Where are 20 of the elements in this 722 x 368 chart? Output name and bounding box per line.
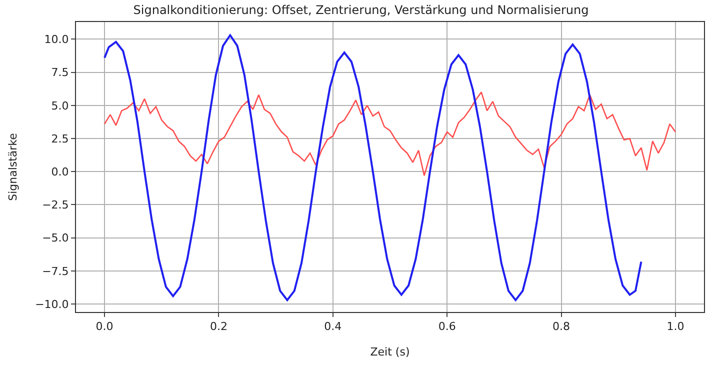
x-tick-label: 1.0	[666, 320, 684, 334]
x-tick-label: 0.6	[438, 320, 456, 334]
y-tick-label: 7.5	[51, 66, 69, 80]
y-tick-label: −2.5	[42, 198, 69, 212]
x-tick-label: 0.0	[96, 320, 114, 334]
y-tick-label: 2.5	[51, 132, 69, 146]
y-tick-label: 10.0	[44, 33, 69, 46]
x-tick-label: 0.2	[210, 320, 228, 334]
y-tick-label: −10.0	[35, 298, 69, 311]
x-axis-title: Zeit (s)	[370, 345, 410, 358]
line-series	[104, 92, 676, 176]
chart-title: Signalkonditionierung: Offset, Zentrierung, Verstärkung und Normalisierung	[133, 2, 589, 17]
y-tick-label: −5.0	[42, 232, 69, 245]
y-tick-label: 5.0	[51, 99, 69, 112]
x-tick-label: 0.4	[324, 320, 342, 334]
y-tick-label: −7.5	[42, 264, 69, 278]
y-tick-label: 0.0	[51, 165, 69, 178]
line-series	[104, 34, 642, 302]
x-tick-label: 0.8	[552, 320, 570, 334]
y-axis-title: Signalstärke	[6, 132, 20, 201]
